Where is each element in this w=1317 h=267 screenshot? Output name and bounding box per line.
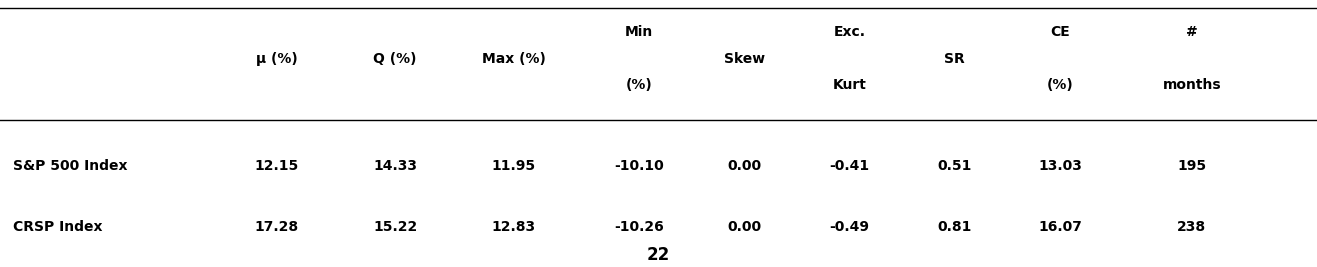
Text: S&P 500 Index: S&P 500 Index bbox=[13, 159, 128, 172]
Text: 0.81: 0.81 bbox=[938, 220, 972, 234]
Text: (%): (%) bbox=[1047, 78, 1073, 92]
Text: -0.49: -0.49 bbox=[830, 220, 869, 234]
Text: Exc.: Exc. bbox=[834, 25, 865, 39]
Text: 13.03: 13.03 bbox=[1038, 159, 1083, 172]
Text: Kurt: Kurt bbox=[832, 78, 867, 92]
Text: #: # bbox=[1187, 25, 1197, 39]
Text: 0.00: 0.00 bbox=[727, 220, 761, 234]
Text: 17.28: 17.28 bbox=[254, 220, 299, 234]
Text: 0.51: 0.51 bbox=[938, 159, 972, 172]
Text: 16.07: 16.07 bbox=[1038, 220, 1083, 234]
Text: (%): (%) bbox=[626, 78, 652, 92]
Text: CRSP Index: CRSP Index bbox=[13, 220, 103, 234]
Text: SR: SR bbox=[944, 52, 965, 66]
Text: 195: 195 bbox=[1177, 159, 1206, 172]
Text: Q (%): Q (%) bbox=[373, 52, 417, 66]
Text: Max (%): Max (%) bbox=[482, 52, 545, 66]
Text: -10.10: -10.10 bbox=[614, 159, 664, 172]
Text: 11.95: 11.95 bbox=[491, 159, 536, 172]
Text: 15.22: 15.22 bbox=[373, 220, 417, 234]
Text: -0.41: -0.41 bbox=[830, 159, 869, 172]
Text: Min: Min bbox=[624, 25, 653, 39]
Text: months: months bbox=[1163, 78, 1221, 92]
Text: 0.00: 0.00 bbox=[727, 159, 761, 172]
Text: 12.83: 12.83 bbox=[491, 220, 536, 234]
Text: CE: CE bbox=[1051, 25, 1069, 39]
Text: Skew: Skew bbox=[723, 52, 765, 66]
Text: μ (%): μ (%) bbox=[255, 52, 298, 66]
Text: -10.26: -10.26 bbox=[614, 220, 664, 234]
Text: 14.33: 14.33 bbox=[373, 159, 417, 172]
Text: 238: 238 bbox=[1177, 220, 1206, 234]
Text: 12.15: 12.15 bbox=[254, 159, 299, 172]
Text: 22: 22 bbox=[647, 246, 670, 264]
